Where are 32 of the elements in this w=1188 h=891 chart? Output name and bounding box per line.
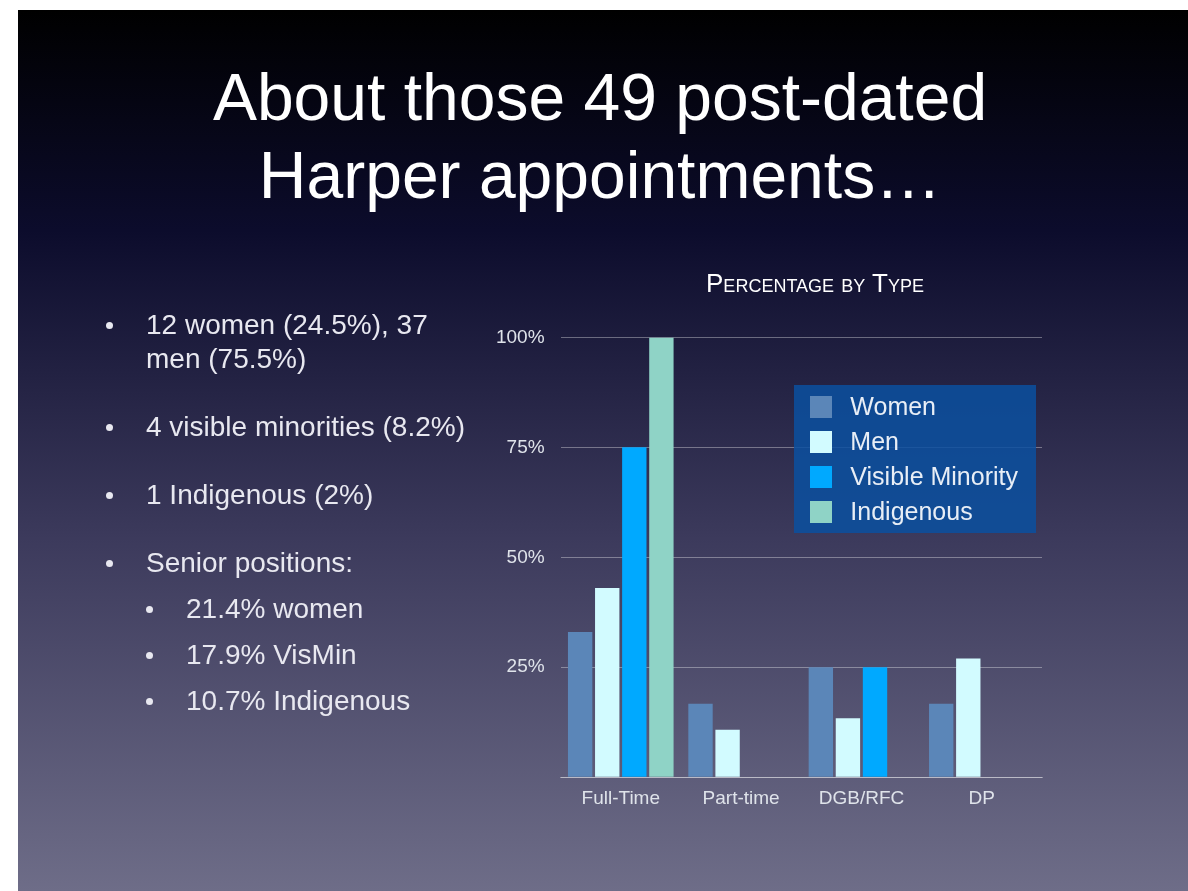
text: 10.7% Indigenous xyxy=(186,684,411,718)
y-tick-label: 75% xyxy=(506,435,545,457)
y-tick-label: 25% xyxy=(506,655,545,677)
text: Senior positions: xyxy=(146,546,354,580)
legend-label: Women xyxy=(850,391,937,422)
legend-label: Indigenous xyxy=(850,496,973,527)
y-tick-label: 100% xyxy=(495,325,545,347)
bar xyxy=(835,718,861,777)
bar xyxy=(622,447,647,777)
bar xyxy=(595,588,620,777)
bar xyxy=(688,703,713,777)
bar xyxy=(929,703,954,777)
bar xyxy=(862,667,888,777)
text: 12 women (24.5%), 37 men (75.5%) xyxy=(146,308,429,376)
x-tick-label: DGB/RFC xyxy=(818,786,905,808)
y-tick-label: 50% xyxy=(506,545,545,567)
chart-title: About those 49 post-dated Harper appointments… xyxy=(211,59,989,214)
chart-subtitle: Percentage by Type xyxy=(705,268,925,299)
legend-label: Men xyxy=(850,426,899,457)
bar xyxy=(715,729,740,777)
text: 17.9% VisMin xyxy=(186,638,357,672)
x-tick-label: DP xyxy=(968,786,996,808)
text: 21.4% women xyxy=(186,592,364,626)
bar xyxy=(649,337,674,777)
x-tick-label: Full-Time xyxy=(581,786,660,808)
bar xyxy=(808,667,834,777)
bar xyxy=(956,658,981,777)
bar xyxy=(567,632,593,777)
text: 4 visible minorities (8.2%) xyxy=(146,410,465,444)
text: 1 Indigenous (2%) xyxy=(146,478,374,512)
legend-label: Visible Minority xyxy=(850,461,1018,492)
x-tick-label: Part-time xyxy=(702,786,780,808)
